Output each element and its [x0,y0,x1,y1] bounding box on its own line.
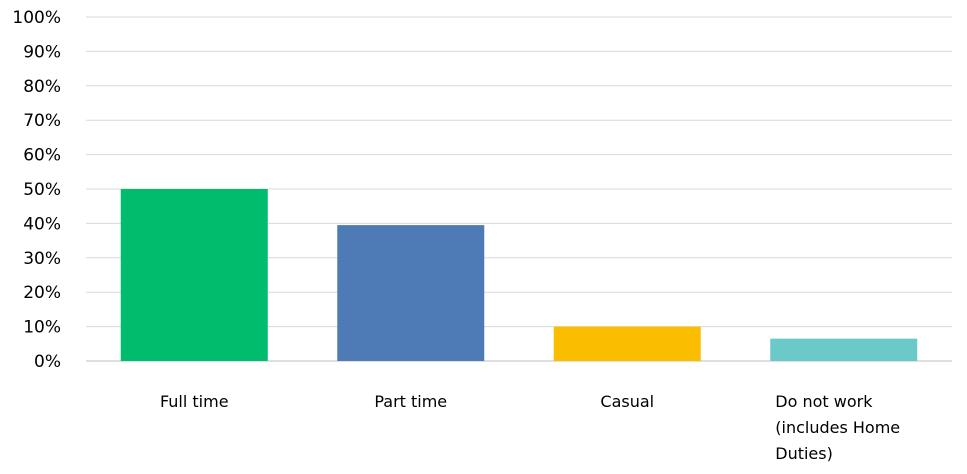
bar-0 [120,189,268,361]
y-tick-label: 60% [23,146,61,166]
y-tick-label: 10% [23,318,61,338]
bar-layer [120,189,918,361]
y-tick-label: 40% [23,214,61,234]
y-tick-label: 70% [23,111,61,131]
x-axis-labels: Full time Part time Casual Do not work (incl… [160,392,900,463]
x-category-label: Part time [374,392,447,411]
y-tick-label: 30% [23,249,61,269]
y-tick-label: 80% [23,77,61,97]
y-tick-label: 0% [34,352,61,372]
x-category-label: Do not work (includes Home Duties) [775,392,900,463]
bar-3 [770,338,918,361]
y-tick-label: 50% [23,180,61,200]
x-category-label: Full time [160,392,229,411]
y-tick-label: 90% [23,42,61,62]
bar-1 [337,225,485,361]
y-axis-ticks: 0% 10% 20% 30% 40% 50% 60% 70% 80% 90% 100% [12,8,61,372]
y-tick-label: 100% [12,8,61,28]
bar-2 [553,326,701,361]
x-category-label: Casual [600,392,654,411]
y-tick-label: 20% [23,283,61,303]
